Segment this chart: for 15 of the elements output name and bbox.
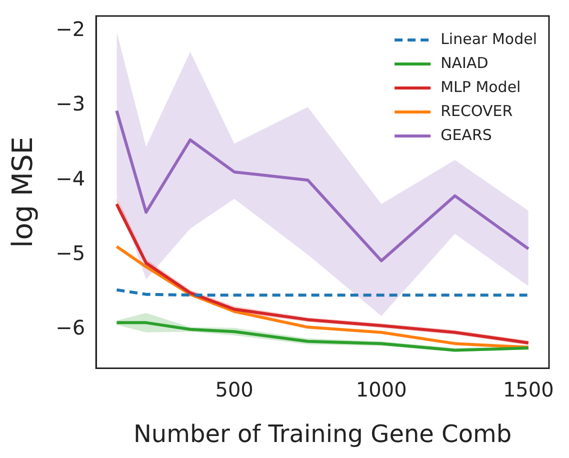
y-tick-label: −6	[56, 316, 86, 340]
legend-label: RECOVER	[440, 102, 513, 120]
legend-label: NAIAD	[440, 54, 488, 72]
y-tick-label: −4	[56, 166, 86, 190]
y-tick-label: −2	[56, 17, 86, 42]
legend-label: MLP Model	[440, 78, 521, 96]
x-tick-label: 1000	[356, 377, 407, 402]
legend-label: GEARS	[440, 126, 492, 144]
x-tick-label: 500	[215, 377, 254, 402]
y-tick-label: −5	[56, 240, 86, 265]
x-tick-label: 1500	[502, 377, 554, 402]
x-axis-title: Number of Training Gene Comb	[133, 420, 512, 448]
legend-label: Linear Model	[440, 30, 538, 48]
y-tick-label: −3	[56, 92, 86, 116]
y-axis-title: log MSE	[6, 136, 40, 248]
